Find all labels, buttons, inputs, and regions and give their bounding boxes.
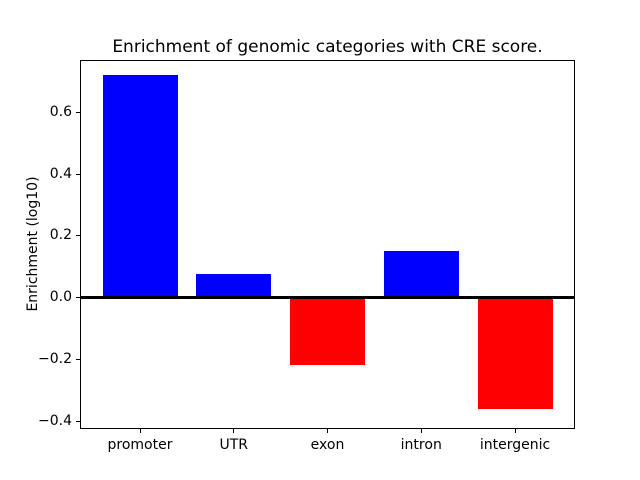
x-tick-mark-promoter — [139, 429, 141, 433]
chart-title: Enrichment of genomic categories with CR… — [112, 37, 543, 57]
bar-exon — [290, 297, 365, 365]
y-tick-label-0.4: 0.4 — [49, 165, 72, 182]
x-tick-mark-intergenic — [514, 429, 516, 433]
x-tick-label-intergenic: intergenic — [479, 437, 551, 453]
x-tick-label-promoter: promoter — [107, 437, 173, 453]
y-tick-label-0.2: 0.2 — [49, 227, 72, 244]
x-tick-label-intron: intron — [400, 437, 442, 453]
y-tick-mark-0.0 — [76, 297, 80, 299]
bar-promoter — [102, 74, 178, 298]
y-tick-label-−0.4: −0.4 — [38, 413, 72, 430]
x-tick-label-exon: exon — [310, 437, 345, 453]
y-tick-mark-−0.2 — [76, 359, 80, 361]
plot-frame — [80, 60, 575, 429]
y-tick-mark-0.4 — [76, 173, 80, 175]
x-tick-label-UTR: UTR — [219, 437, 249, 453]
y-tick-label-−0.2: −0.2 — [38, 351, 72, 368]
x-tick-mark-UTR — [233, 429, 235, 433]
bar-intron — [383, 250, 459, 298]
y-tick-mark-−0.4 — [76, 421, 80, 423]
bar-UTR — [196, 274, 272, 298]
x-tick-mark-intron — [420, 429, 422, 433]
x-tick-mark-exon — [327, 429, 328, 433]
zero-line — [80, 296, 575, 300]
y-tick-mark-0.6 — [76, 111, 80, 113]
bar-intergenic — [477, 297, 553, 409]
y-tick-label-0.0: 0.0 — [49, 289, 72, 306]
y-tick-label-0.6: 0.6 — [49, 103, 72, 120]
y-tick-mark-0.2 — [76, 235, 80, 237]
